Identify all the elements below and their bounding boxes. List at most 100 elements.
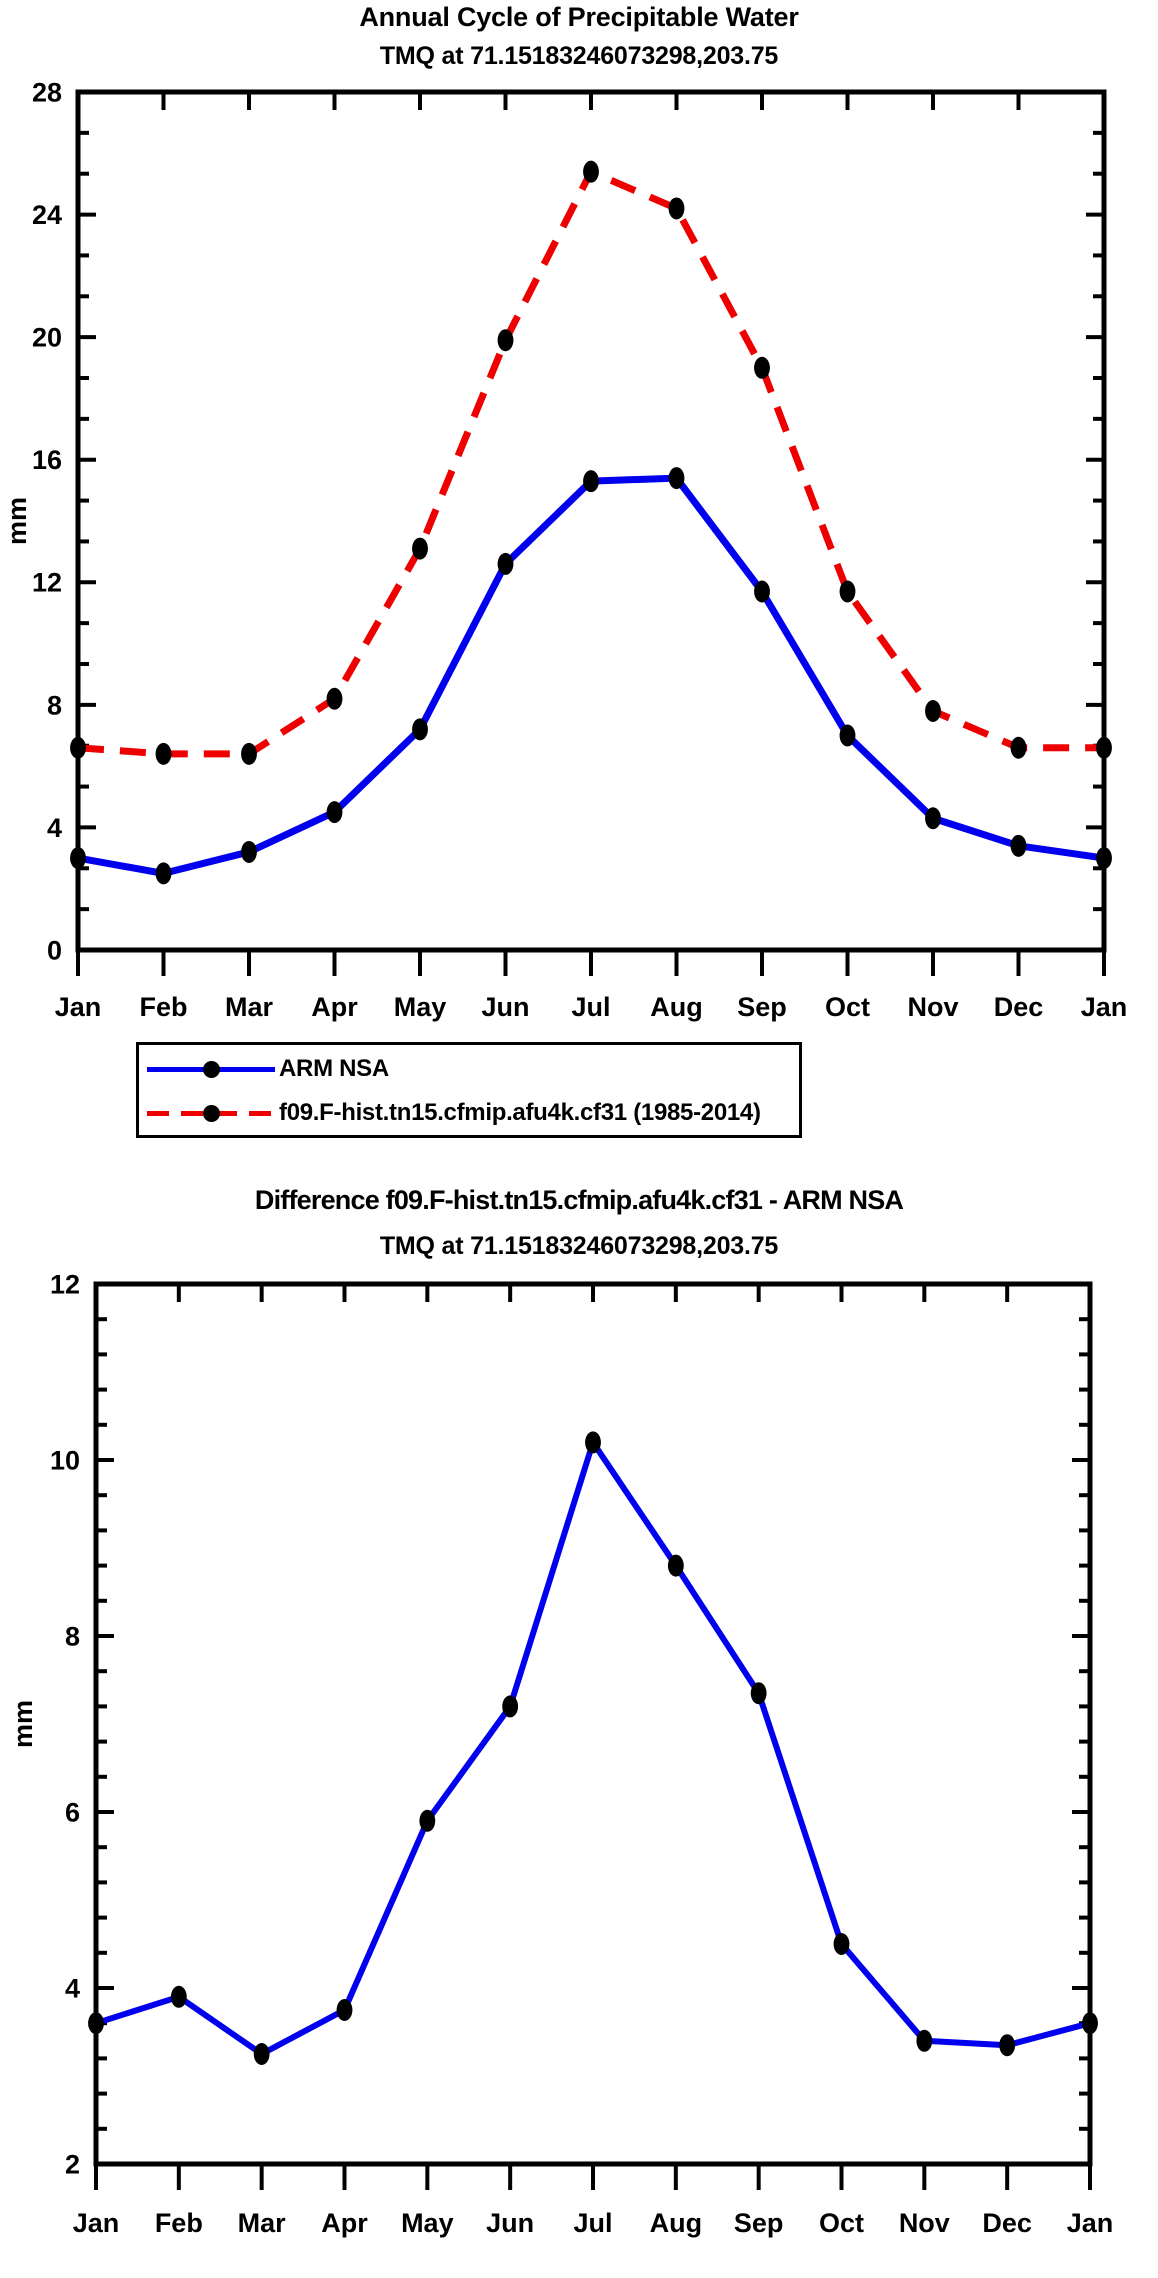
- data-point-marker: [583, 160, 599, 183]
- data-point-marker: [155, 742, 172, 765]
- chart1-title: Annual Cycle of Precipitable Water: [359, 2, 799, 32]
- y-axis-label: mm: [2, 497, 32, 545]
- x-axis-tick-label: Nov: [899, 2208, 950, 2238]
- y-axis-tick-label: 0: [47, 935, 62, 965]
- x-axis-tick-label: Aug: [650, 992, 702, 1022]
- data-point-marker: [667, 1554, 684, 1577]
- x-axis-tick-label: Aug: [650, 2208, 702, 2238]
- data-point-marker: [1010, 834, 1027, 857]
- data-point-marker: [583, 470, 599, 493]
- x-axis-tick-label: Dec: [994, 992, 1044, 1022]
- y-axis-tick-label: 16: [32, 445, 62, 475]
- data-point-marker: [754, 580, 770, 603]
- chart1-legend: ARM NSA f09.F-hist.tn15.cfmip.afu4k.cf31…: [136, 1042, 802, 1138]
- data-point-marker: [170, 1985, 187, 2008]
- data-point-marker: [925, 807, 941, 830]
- legend-item-model[interactable]: f09.F-hist.tn15.cfmip.afu4k.cf31 (1985-2…: [139, 1091, 799, 1135]
- data-point-marker: [754, 356, 770, 379]
- y-axis-tick-label: 12: [32, 568, 62, 598]
- x-axis-tick-label: Sep: [737, 992, 787, 1022]
- data-point-marker: [412, 537, 428, 560]
- data-point-marker: [916, 2029, 933, 2052]
- data-point-marker: [412, 718, 428, 741]
- x-axis-tick-label: Jul: [573, 2208, 612, 2238]
- data-point-marker: [925, 699, 941, 722]
- data-point-marker: [1096, 736, 1112, 759]
- x-axis-tick-label: May: [394, 992, 447, 1022]
- data-point-marker: [839, 724, 856, 747]
- x-axis-tick-label: Mar: [238, 2208, 287, 2238]
- legend-swatch-solid-line-icon: [147, 1058, 275, 1080]
- x-axis-tick-label: Apr: [321, 2208, 368, 2238]
- chart1-subtitle: TMQ at 71.15183246073298,203.75: [379, 42, 779, 70]
- x-axis-tick-label: Feb: [155, 2208, 203, 2238]
- legend-swatch-dashed-line-icon: [147, 1102, 275, 1124]
- data-point-marker: [70, 736, 86, 759]
- data-point-marker: [1096, 847, 1112, 870]
- chart1-plot-area: 0 4 8 12 16 20 24 28 Jan Feb Mar Apr May Jun Jul Aug Sep…: [0, 70, 1158, 1030]
- data-point-marker: [585, 1431, 601, 1454]
- data-point-marker: [497, 552, 514, 575]
- x-axis-tick-label: Jul: [571, 992, 610, 1022]
- x-axis-tick-label: Apr: [311, 992, 358, 1022]
- data-point-marker: [326, 687, 343, 710]
- legend-label-arm-nsa: ARM NSA: [279, 1055, 389, 1082]
- chart2-title: Difference f09.F-hist.tn15.cfmip.afu4k.c…: [254, 1185, 904, 1215]
- y-axis-tick-label: 4: [65, 1973, 80, 2003]
- chart1-svg: 0 4 8 12 16 20 24 28 Jan Feb Mar Apr May Jun Jul Aug Sep…: [2, 77, 1128, 1022]
- x-axis-tick-label: Jan: [55, 992, 102, 1022]
- y-axis-tick-label: 12: [50, 1269, 80, 1299]
- y-axis-tick-label: 6: [65, 1797, 80, 1827]
- data-point-marker: [241, 840, 257, 863]
- y-axis-tick-label: 20: [32, 323, 62, 353]
- data-point-marker: [326, 801, 343, 824]
- data-point-marker: [253, 2043, 270, 2065]
- x-axis-tick-label: Nov: [907, 992, 958, 1022]
- y-axis-tick-label: 24: [32, 200, 62, 230]
- data-point-marker: [88, 2012, 104, 2035]
- chart2-plot-area: 2 4 6 8 10 12 Jan Feb Mar Apr May Jun Jul Aug Sep Oct No…: [0, 1262, 1158, 2278]
- data-point-marker: [502, 1695, 519, 1718]
- data-point-marker: [497, 329, 514, 352]
- data-point-marker: [70, 847, 86, 870]
- legend-item-arm-nsa[interactable]: ARM NSA: [139, 1047, 799, 1091]
- x-axis-tick-label: Oct: [825, 992, 870, 1022]
- legend-label-model: f09.F-hist.tn15.cfmip.afu4k.cf31 (1985-2…: [279, 1099, 761, 1126]
- y-axis-tick-label: 28: [32, 77, 62, 107]
- x-axis-tick-label: Oct: [819, 2208, 864, 2238]
- data-point-marker: [155, 862, 172, 885]
- data-point-marker: [750, 1682, 767, 1705]
- x-axis-tick-label: Sep: [734, 2208, 784, 2238]
- y-axis-label: mm: [8, 1700, 38, 1748]
- data-point-marker: [1010, 736, 1027, 759]
- x-axis-tick-label: May: [401, 2208, 454, 2238]
- data-point-marker: [839, 580, 856, 603]
- data-point-marker: [336, 1999, 353, 2021]
- chart2-subtitle: TMQ at 71.15183246073298,203.75: [379, 1232, 779, 1260]
- x-axis-tick-label: Jan: [1067, 2208, 1114, 2238]
- y-axis-tick-label: 8: [47, 690, 62, 720]
- x-axis-tick-label: Jan: [73, 2208, 120, 2238]
- series-line: [95, 1439, 1091, 2057]
- data-point-marker: [999, 2034, 1016, 2057]
- series-line: [77, 168, 1104, 758]
- data-point-marker: [419, 1809, 436, 1832]
- x-axis-tick-label: Jan: [1081, 992, 1128, 1022]
- x-axis-tick-label: Jun: [486, 2208, 534, 2238]
- y-axis-tick-label: 2: [65, 2149, 80, 2179]
- data-point-marker: [1082, 2012, 1098, 2035]
- series-line: [77, 474, 1105, 877]
- x-axis-tick-label: Feb: [139, 992, 187, 1022]
- data-point-marker: [668, 197, 685, 220]
- x-axis-tick-label: Jun: [481, 992, 529, 1022]
- y-axis-tick-label: 4: [47, 813, 62, 843]
- data-point-marker: [668, 467, 685, 490]
- data-point-marker: [241, 742, 257, 765]
- y-axis-tick-label: 10: [50, 1445, 80, 1475]
- data-point-marker: [833, 1933, 850, 1955]
- y-axis-tick-label: 8: [65, 1621, 80, 1651]
- x-axis-tick-label: Dec: [982, 2208, 1032, 2238]
- chart2-svg: 2 4 6 8 10 12 Jan Feb Mar Apr May Jun Jul Aug Sep Oct No…: [8, 1269, 1114, 2238]
- x-axis-tick-label: Mar: [225, 992, 274, 1022]
